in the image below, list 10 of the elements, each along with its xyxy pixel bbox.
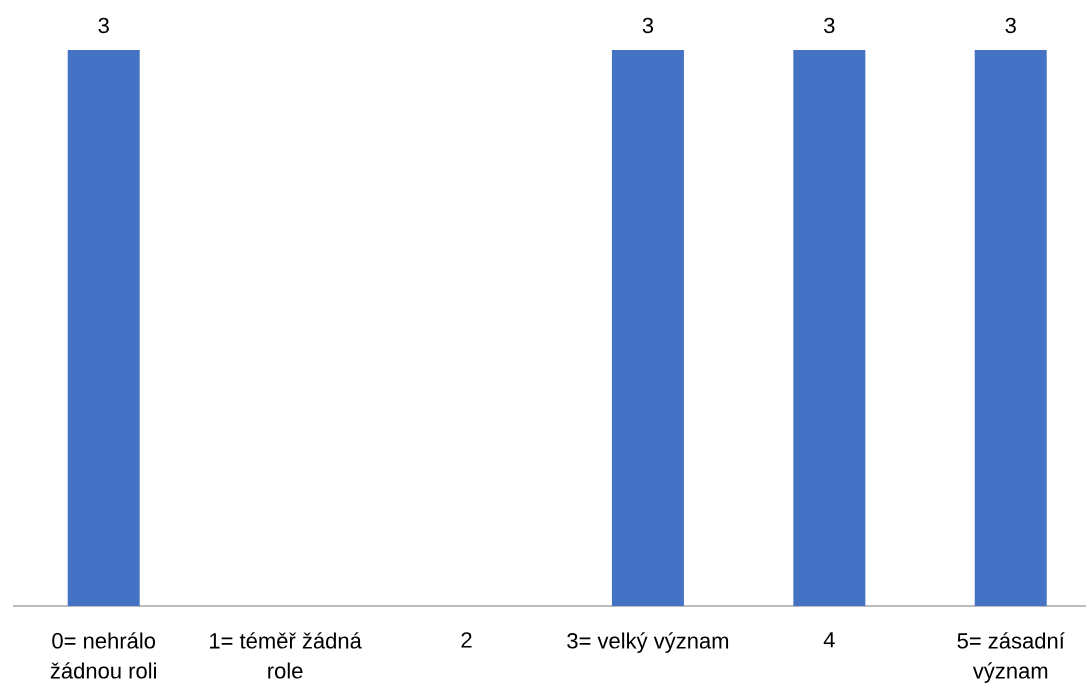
data-label: 3 [98,17,109,34]
x-tick-label: 4 [823,632,835,648]
x-tick-label: 0= nehrálo žádnou roli [50,632,156,679]
x-tick-label: 2 [461,632,472,648]
data-label: 3 [1005,17,1016,34]
x-tick-label: 5= zásadní význam [957,632,1065,683]
x-tick-label: 3= velký význam [567,632,729,653]
data-label: 3 [824,17,835,34]
x-tick-label: 1= téměř žádná role [210,632,362,679]
data-label: 3 [642,17,654,34]
